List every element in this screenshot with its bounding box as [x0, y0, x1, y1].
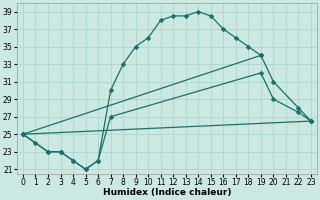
X-axis label: Humidex (Indice chaleur): Humidex (Indice chaleur) — [103, 188, 231, 197]
